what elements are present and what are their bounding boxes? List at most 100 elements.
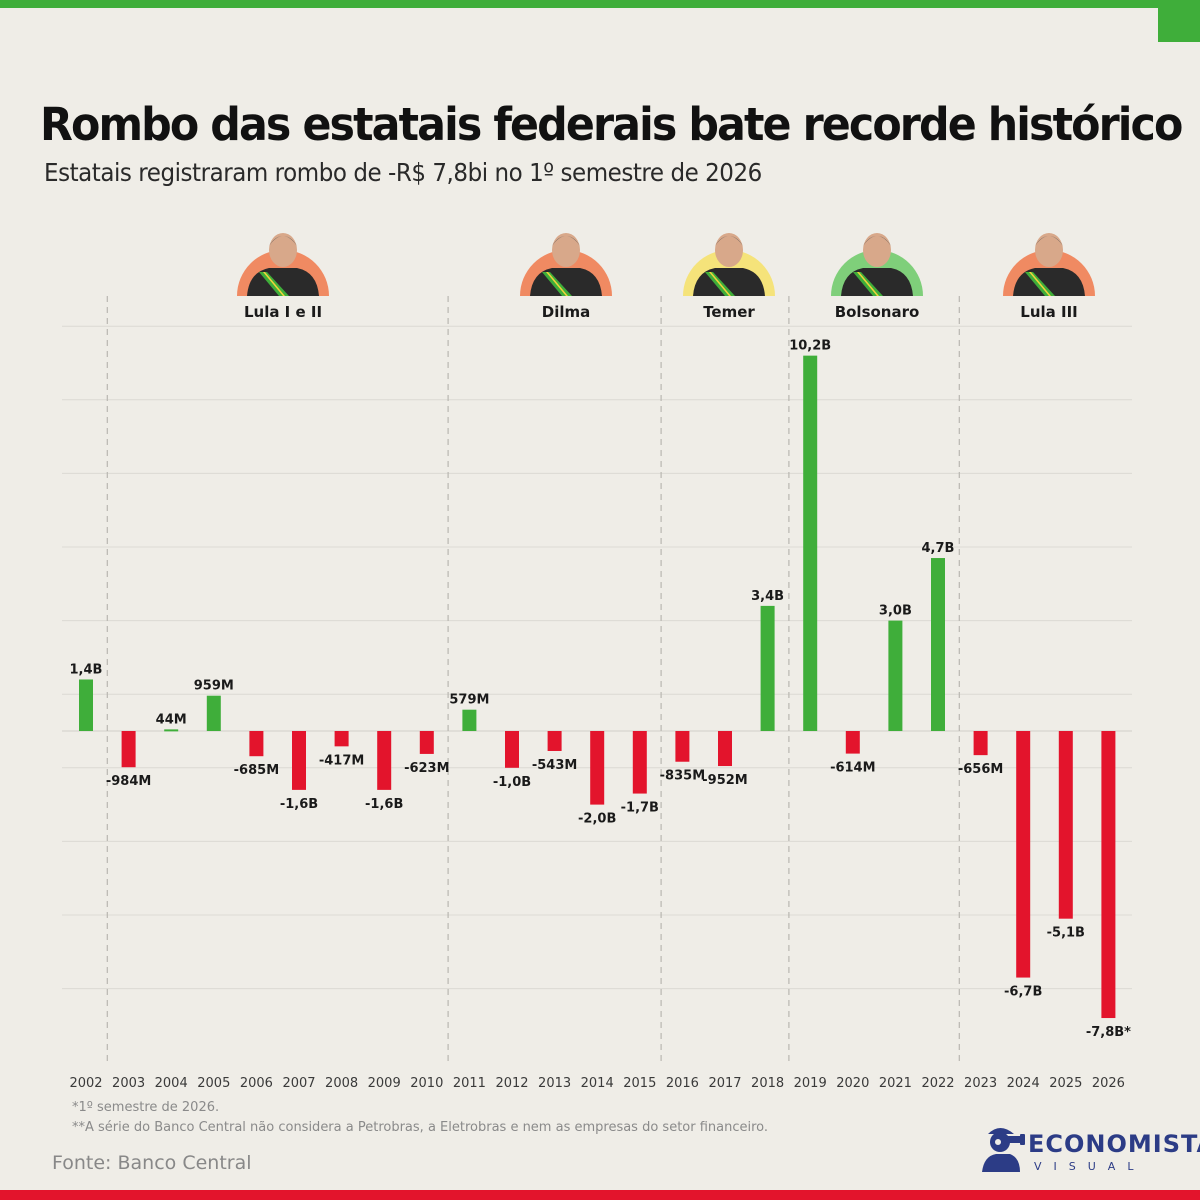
bar-label-2006: -685M	[234, 763, 279, 778]
bar-2026	[1101, 731, 1116, 1019]
x-tick-2007: 2007	[282, 1076, 315, 1091]
gridlines	[62, 325, 1132, 990]
bar-2019	[803, 355, 818, 731]
portrait-lula-iii	[1003, 233, 1095, 296]
bar-label-2017: -952M	[702, 773, 747, 788]
x-tick-2024: 2024	[1007, 1076, 1040, 1091]
face-icon	[552, 233, 580, 267]
bar-2004	[164, 729, 179, 732]
x-tick-2008: 2008	[325, 1076, 358, 1091]
portrait-bolsonaro	[831, 233, 923, 296]
x-tick-2006: 2006	[240, 1076, 273, 1091]
bar-2021	[888, 620, 903, 731]
x-tick-2018: 2018	[751, 1076, 784, 1091]
x-tick-2021: 2021	[879, 1076, 912, 1091]
bar-2010	[419, 731, 434, 754]
x-tick-2019: 2019	[794, 1076, 827, 1091]
bar-label-2023: -656M	[958, 762, 1003, 777]
bar-2009	[377, 731, 392, 790]
bar-2020	[845, 731, 860, 754]
footnote-series-scope: **A série do Banco Central não considera…	[72, 1120, 769, 1135]
bar-label-2019: 10,2B	[789, 339, 831, 354]
bar-2015	[632, 731, 647, 794]
bar-2025	[1058, 731, 1073, 919]
x-tick-2022: 2022	[921, 1076, 954, 1091]
chart-subtitle: Estatais registraram rombo de -R$ 7,8bi …	[44, 158, 762, 187]
face-icon	[863, 233, 891, 267]
bar-value-labels: 1,4B -984M 44M 959M -685M -1,6B -417M -1,6B -623…	[70, 339, 1132, 1040]
bar-label-2024: -6,7B	[1004, 985, 1042, 1000]
footnote-first-semester: *1º semestre de 2026.	[72, 1100, 220, 1115]
x-tick-2017: 2017	[708, 1076, 741, 1091]
bar-2017	[718, 731, 732, 767]
bar-label-2014: -2,0B	[578, 812, 616, 827]
x-tick-2002: 2002	[69, 1076, 102, 1091]
x-tick-2003: 2003	[112, 1076, 145, 1091]
portrait-lula-i-e-ii	[237, 233, 329, 296]
bar-label-2002: 1,4B	[70, 662, 103, 677]
hair-icon	[552, 236, 580, 246]
bar-2023	[973, 731, 988, 756]
bar-2016	[675, 731, 690, 762]
bar-chart: Lula I e II Dilma Temer Bolsonaro Lula III 1…	[62, 233, 1132, 1091]
x-tick-2026: 2026	[1092, 1076, 1125, 1091]
bar-label-2025: -5,1B	[1047, 926, 1085, 941]
bar-label-2010: -623M	[404, 761, 449, 776]
bar-2006	[249, 731, 264, 757]
bar-label-2012: -1,0B	[493, 775, 531, 790]
portrait-dilma	[520, 233, 612, 296]
brand-name: ECONOMISTA	[1028, 1130, 1200, 1158]
bar-label-2020: -614M	[830, 761, 875, 776]
bars	[79, 355, 1116, 1019]
hair-icon	[1035, 236, 1063, 246]
bar-label-2004: 44M	[156, 712, 187, 727]
government-name: Dilma	[542, 303, 591, 321]
government-name: Lula III	[1020, 303, 1077, 321]
bar-label-2007: -1,6B	[280, 797, 318, 812]
x-tick-2012: 2012	[495, 1076, 528, 1091]
bottom-accent-bar	[0, 1190, 1200, 1200]
bar-2024	[1016, 731, 1031, 978]
government-name: Lula I e II	[244, 303, 322, 321]
x-tick-2004: 2004	[155, 1076, 188, 1091]
spyglass-figure-icon	[982, 1128, 1025, 1172]
bar-2013	[547, 731, 562, 751]
bar-2011	[462, 709, 477, 731]
face-icon	[269, 233, 297, 267]
hair-icon	[715, 236, 743, 246]
bar-label-2022: 4,7B	[922, 541, 955, 556]
corner-accent-block	[1158, 0, 1200, 42]
bar-2007	[292, 731, 306, 790]
bar-label-2015: -1,7B	[621, 801, 659, 816]
bar-label-2021: 3,0B	[879, 604, 912, 619]
hair-icon	[863, 236, 891, 246]
bar-label-2003: -984M	[106, 774, 151, 789]
x-axis-ticks: 2002 2003 2004 2005 2006 2007 2008 2009 2010 2011…	[69, 1076, 1124, 1091]
brand-logo-block: ECONOMISTA VISUAL	[978, 1120, 1200, 1180]
brand-subname: VISUAL	[1034, 1160, 1146, 1173]
bar-label-2009: -1,6B	[365, 797, 403, 812]
bar-2008	[334, 731, 349, 747]
source-credit: Fonte: Banco Central	[52, 1152, 252, 1174]
bar-2014	[590, 731, 605, 805]
x-tick-2010: 2010	[410, 1076, 443, 1091]
bar-label-2011: 579M	[449, 693, 489, 708]
hair-icon	[269, 236, 297, 246]
top-accent-bar	[0, 0, 1200, 8]
bar-label-2016: -835M	[660, 769, 705, 784]
x-tick-2015: 2015	[623, 1076, 656, 1091]
bar-2002	[79, 679, 93, 731]
footnotes: *1º semestre de 2026. **A série do Banco…	[72, 1098, 768, 1138]
bar-2003	[121, 731, 136, 768]
x-tick-2020: 2020	[836, 1076, 869, 1091]
president-portraits: Lula I e II Dilma Temer Bolsonaro Lula III	[237, 233, 1095, 321]
government-name: Bolsonaro	[835, 303, 920, 321]
x-tick-2009: 2009	[368, 1076, 401, 1091]
bar-2018	[760, 605, 775, 731]
government-dividers	[106, 296, 960, 1062]
government-name: Temer	[703, 303, 755, 321]
x-tick-2025: 2025	[1049, 1076, 1082, 1091]
bar-label-2013: -543M	[532, 758, 577, 773]
x-tick-2016: 2016	[666, 1076, 699, 1091]
face-icon	[715, 233, 743, 267]
